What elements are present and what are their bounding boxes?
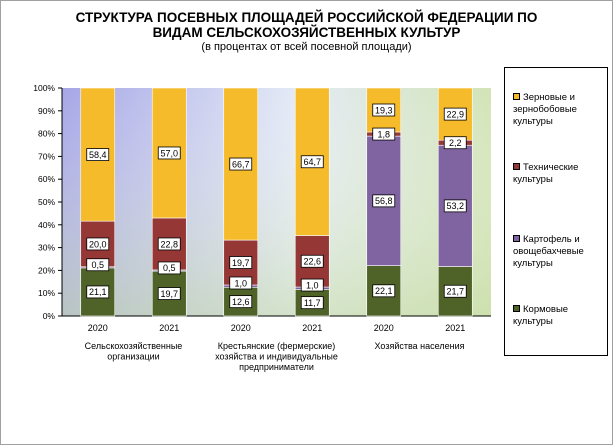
legend-label: Кормовые bbox=[523, 304, 569, 315]
data-label-box bbox=[443, 199, 467, 213]
legend-item: Кормовые культуры bbox=[513, 304, 605, 328]
legend-swatch bbox=[513, 92, 520, 100]
chart-legend: Зерновые и зернобобовые культуры Технически… bbox=[504, 67, 608, 356]
legend-label: культуры bbox=[513, 116, 553, 127]
y-tick-label: 20% bbox=[38, 265, 55, 275]
data-label-box bbox=[372, 194, 396, 208]
data-label-box bbox=[86, 285, 110, 299]
data-label: 22,8 bbox=[160, 239, 178, 249]
legend-swatch bbox=[513, 234, 520, 242]
chart-subtitle: (в процентах от всей посевной площади) bbox=[201, 41, 412, 53]
data-label: 19,7 bbox=[160, 289, 178, 299]
legend-label: Технические bbox=[523, 162, 579, 173]
y-tick-label: 10% bbox=[38, 288, 55, 298]
x-group-label: организации bbox=[107, 352, 159, 362]
data-label: 1,0 bbox=[306, 280, 319, 290]
data-label-box bbox=[443, 284, 467, 298]
data-label: 20,0 bbox=[89, 239, 107, 249]
legend-label: культуры bbox=[513, 174, 553, 185]
legend-label: Зерновые и bbox=[523, 92, 575, 103]
chart-title-line-1: СТРУКТУРА ПОСЕВНЫХ ПЛОЩАДЕЙ РОССИЙСКОЙ Ф… bbox=[75, 10, 538, 25]
data-label-box bbox=[229, 276, 253, 290]
x-category-label: 2021 bbox=[159, 323, 179, 333]
legend-label: зернобобовые bbox=[513, 104, 577, 115]
y-tick-label: 40% bbox=[38, 220, 55, 230]
data-label: 19,7 bbox=[232, 258, 250, 268]
data-label-box bbox=[86, 237, 110, 251]
data-label: 22,1 bbox=[375, 286, 393, 296]
x-group-label: хозяйства и индивидуальные bbox=[215, 352, 338, 362]
data-label: 57,0 bbox=[160, 148, 178, 158]
data-label-box bbox=[157, 287, 181, 300]
y-tick-label: 30% bbox=[38, 243, 55, 253]
legend-label: овощебахчевые bbox=[513, 246, 584, 257]
data-label-box bbox=[229, 256, 253, 269]
x-group-label: Крестьянские (фермерские) bbox=[218, 341, 335, 351]
data-label-box bbox=[372, 127, 396, 141]
legend-label: Картофель и bbox=[523, 234, 580, 245]
data-label-box bbox=[86, 258, 110, 272]
data-label: 53,2 bbox=[446, 201, 464, 211]
data-label-box bbox=[300, 296, 324, 310]
data-label: 1,8 bbox=[377, 129, 390, 139]
y-tick-label: 0% bbox=[43, 311, 56, 321]
x-category-label: 2020 bbox=[88, 323, 108, 333]
data-label: 66,7 bbox=[232, 159, 250, 169]
legend-item: Технические культуры bbox=[513, 162, 605, 186]
data-label: 64,7 bbox=[303, 157, 321, 167]
legend-swatch bbox=[513, 304, 520, 312]
data-label: 56,8 bbox=[375, 196, 393, 206]
y-tick-label: 60% bbox=[38, 174, 55, 184]
x-category-label: 2021 bbox=[445, 323, 465, 333]
data-label: 12,6 bbox=[232, 297, 250, 307]
data-label: 2,2 bbox=[449, 138, 462, 148]
data-label-box bbox=[300, 278, 324, 292]
data-label-box bbox=[86, 148, 110, 161]
data-label-box bbox=[229, 295, 253, 309]
chart-title-line-2: ВИДАМ СЕЛЬСКОХОЗЯЙСТВЕННЫХ КУЛЬТУР bbox=[152, 25, 461, 40]
data-label-box bbox=[443, 107, 467, 121]
data-label: 1,0 bbox=[234, 278, 247, 288]
data-label-box bbox=[443, 136, 467, 150]
data-label-box bbox=[157, 237, 181, 251]
legend-swatch bbox=[513, 162, 520, 170]
y-tick-label: 70% bbox=[38, 151, 55, 161]
y-tick-label: 80% bbox=[38, 129, 55, 139]
legend-item: Зерновые и зернобобовые культуры bbox=[513, 92, 605, 128]
data-label-box bbox=[300, 254, 324, 268]
x-category-label: 2020 bbox=[231, 323, 251, 333]
x-group-label: предприниматели bbox=[239, 362, 314, 372]
legend-item: Картофель и овощебахчевые культуры bbox=[513, 234, 605, 270]
data-label-box bbox=[229, 157, 253, 171]
data-label: 21,7 bbox=[446, 287, 464, 297]
data-label: 0,5 bbox=[163, 263, 176, 273]
data-label-box bbox=[372, 284, 396, 298]
data-label-box bbox=[372, 103, 396, 117]
data-label-box bbox=[157, 261, 181, 275]
data-label: 11,7 bbox=[304, 298, 321, 308]
legend-label: культуры bbox=[513, 258, 553, 269]
data-label: 22,6 bbox=[303, 257, 321, 267]
y-tick-label: 100% bbox=[33, 83, 55, 93]
plot-area-shade bbox=[62, 88, 491, 316]
data-label: 21,1 bbox=[89, 287, 107, 297]
legend-label: культуры bbox=[513, 316, 553, 327]
x-category-label: 2020 bbox=[374, 323, 394, 333]
y-tick-label: 50% bbox=[38, 197, 55, 207]
data-label: 0,5 bbox=[91, 260, 104, 270]
x-category-label: 2021 bbox=[302, 323, 322, 333]
y-tick-label: 90% bbox=[38, 106, 55, 116]
data-label: 19,3 bbox=[375, 105, 393, 115]
x-group-label: Хозяйства населения bbox=[375, 341, 465, 351]
data-label-box bbox=[300, 155, 324, 169]
data-label-box bbox=[157, 146, 181, 160]
data-label: 22,9 bbox=[446, 109, 464, 119]
x-group-label: Сельскохозяйственные bbox=[85, 341, 183, 351]
data-label: 58,4 bbox=[89, 150, 107, 160]
